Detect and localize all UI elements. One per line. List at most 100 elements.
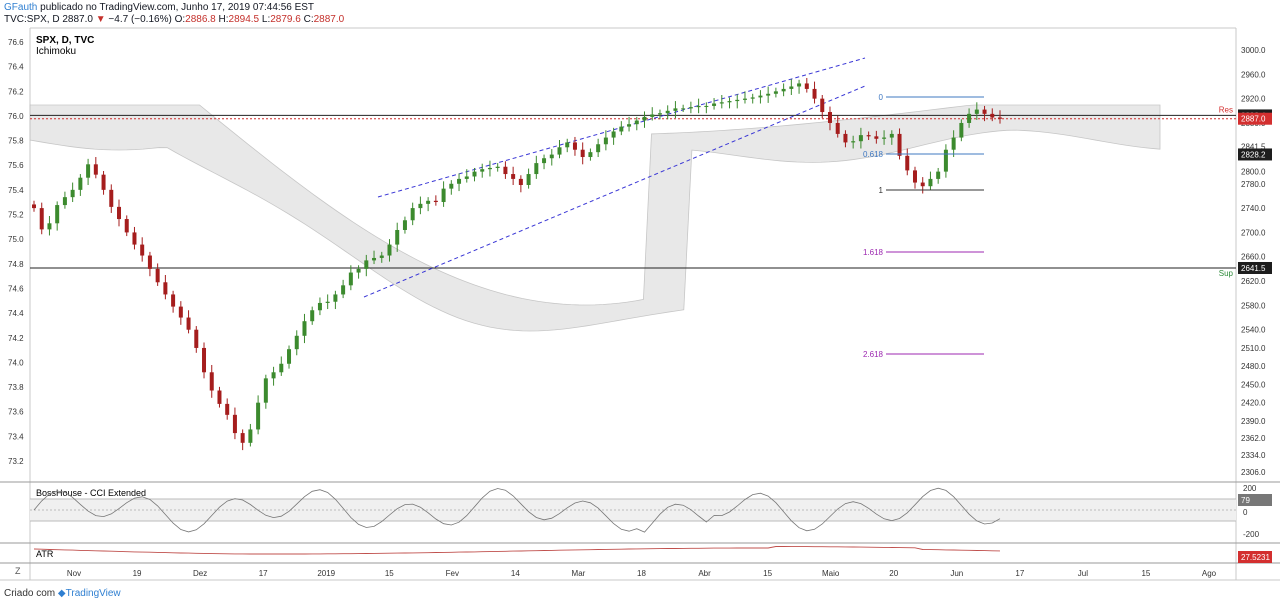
right-axis-tick: 2390.0 — [1241, 417, 1266, 426]
candle-body — [487, 167, 492, 170]
candle-body — [464, 176, 469, 179]
low-value: 2879.6 — [270, 14, 301, 25]
right-axis-tick: 2450.0 — [1241, 380, 1266, 389]
x-axis-tick: Dez — [193, 569, 207, 578]
channel-lower-line[interactable] — [363, 85, 866, 298]
candle-body — [356, 268, 361, 273]
candle-body — [565, 142, 570, 148]
high-label: H: — [218, 14, 229, 25]
candle-body — [433, 200, 438, 203]
footer-created: Criado com — [4, 588, 56, 599]
right-axis-tick: 2510.0 — [1241, 344, 1266, 353]
candle-body — [117, 206, 122, 220]
candle-body — [619, 126, 624, 132]
left-axis-tick: 73.2 — [8, 457, 24, 466]
candle-body — [186, 317, 191, 330]
cci-legend: BossHouse - CCI Extended — [36, 488, 146, 498]
candle-body — [93, 164, 98, 175]
candle-body — [657, 113, 662, 115]
candle-body — [766, 93, 771, 96]
left-axis-tick: 75.0 — [8, 235, 24, 244]
x-axis-tick: Mar — [572, 569, 586, 578]
candle-body — [418, 203, 423, 209]
last-price: 2887.0 — [62, 14, 93, 25]
candle-body — [742, 98, 747, 100]
candle-body — [124, 219, 129, 233]
left-axis-tick: 73.6 — [8, 408, 24, 417]
candle-body — [310, 310, 315, 322]
tradingview-logo-icon[interactable]: ◆ — [57, 588, 66, 599]
ichimoku-cloud — [29, 104, 1161, 332]
down-arrow-icon: ▼ — [95, 14, 106, 25]
candle-body — [132, 232, 137, 245]
cci-band — [30, 499, 1236, 521]
candle-body — [704, 105, 709, 107]
candle-body — [55, 205, 60, 224]
candle-body — [70, 189, 75, 198]
cloud-price-tag: 2828.2 — [1241, 150, 1266, 159]
candle-body — [480, 169, 485, 172]
candle-body — [457, 178, 462, 184]
candle-body — [642, 116, 647, 121]
candle-body — [951, 137, 956, 150]
candle-body — [889, 133, 894, 138]
candle-body — [634, 120, 639, 125]
candle-body — [627, 124, 632, 127]
candle-body — [256, 402, 261, 430]
candle-body — [147, 255, 152, 269]
x-axis-tick: Ago — [1202, 569, 1217, 578]
candle-body — [967, 113, 972, 123]
candle-body — [47, 223, 52, 230]
last-price-tag: 2887.0 — [1241, 115, 1266, 124]
author-link[interactable]: GFauth — [4, 2, 38, 13]
x-axis-tick: Jun — [950, 569, 963, 578]
close-value: 2887.0 — [313, 14, 345, 25]
z-icon[interactable]: Z — [15, 566, 21, 576]
candle-body — [395, 229, 400, 245]
candle-body — [866, 135, 871, 137]
cci-axis-tick: 200 — [1243, 484, 1257, 493]
candle-body — [32, 204, 36, 209]
right-axis-tick: 2480.0 — [1241, 362, 1266, 371]
candle-body — [333, 294, 338, 302]
right-axis-tick: 2920.0 — [1241, 95, 1266, 104]
right-axis-tick: 2700.0 — [1241, 228, 1266, 237]
left-axis-tick: 74.8 — [8, 260, 24, 269]
right-axis-tick: 2960.0 — [1241, 70, 1266, 79]
candle-body — [372, 257, 377, 261]
candle-body — [364, 260, 369, 269]
candle-body — [936, 171, 941, 179]
symbol-line: TVC:SPX, D — [4, 14, 60, 25]
footer-brand[interactable]: TradingView — [65, 588, 121, 599]
left-axis-tick: 76.6 — [8, 38, 24, 47]
close-label: C: — [303, 14, 314, 25]
candle-body — [86, 164, 91, 178]
left-axis-tick: 74.0 — [8, 358, 24, 367]
candle-body — [248, 429, 253, 443]
candle-body — [990, 113, 995, 118]
candle-body — [232, 414, 237, 434]
x-axis-tick: Fev — [446, 569, 459, 578]
sup-label: Sup — [1219, 269, 1234, 278]
right-axis-tick: 2306.0 — [1241, 468, 1266, 477]
candle-body — [171, 294, 176, 307]
right-axis-tick: 2362.0 — [1241, 434, 1266, 443]
candle-body — [202, 347, 207, 373]
candle-body — [928, 178, 933, 187]
candle-body — [263, 378, 268, 403]
candle-body — [773, 91, 778, 94]
x-axis-tick: 17 — [259, 569, 268, 578]
atr-line — [33, 546, 1001, 555]
candle-body — [688, 107, 693, 109]
candle-body — [750, 97, 755, 99]
candle-body — [974, 109, 979, 114]
open-label: O: — [174, 14, 186, 25]
x-axis-tick: 20 — [889, 569, 898, 578]
candle-body — [209, 372, 214, 391]
candle-body — [735, 99, 740, 102]
left-axis-tick: 75.6 — [8, 161, 24, 170]
x-axis-tick: Abr — [698, 569, 711, 578]
atr-legend: ATR — [36, 549, 54, 559]
symbol-header: TVC:SPX, D 2887.0 ▼ −4.7 (−0.16%) O:2886… — [4, 14, 344, 25]
